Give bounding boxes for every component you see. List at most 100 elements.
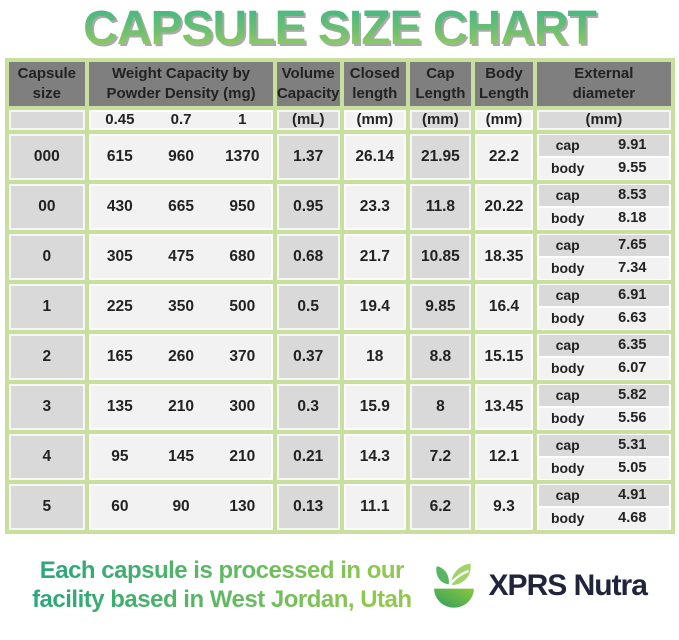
xprs-nutra-logo: XPRS Nutra bbox=[428, 560, 648, 612]
weight-07-value: 350 bbox=[168, 297, 194, 315]
body-length-cell: 12.1 bbox=[470, 429, 538, 484]
cap-label: cap bbox=[555, 337, 580, 354]
external-body-value: 6.07 bbox=[618, 360, 647, 377]
weight-045-value: 60 bbox=[111, 497, 129, 515]
external-body-value: 5.05 bbox=[618, 460, 647, 477]
weight-capacity-cell: 135 210 300 bbox=[85, 379, 277, 434]
weight-1-value: 950 bbox=[229, 197, 256, 215]
header-row: Capsule size Weight Capacity by Powder D… bbox=[4, 57, 675, 110]
weight-1-value: 680 bbox=[229, 247, 256, 265]
cap-length-cell: 21.95 bbox=[406, 129, 475, 184]
external-diameter-body-cell: body 4.68 bbox=[533, 506, 675, 534]
body-label: body bbox=[550, 460, 585, 477]
external-diameter-cap-cell: cap 4.91 bbox=[533, 479, 675, 507]
capsule-size-table: Capsule size Weight Capacity by Powder D… bbox=[4, 57, 675, 534]
weight-07-value: 145 bbox=[168, 447, 194, 465]
weight-07-value: 960 bbox=[168, 147, 194, 165]
external-diameter-body-cell: body 6.07 bbox=[533, 356, 675, 384]
closed-length-cell: 18 bbox=[339, 329, 411, 384]
table-row: 1 225 350 500 0.5 19.4 9.85 16.4 cap 6.9… bbox=[4, 279, 675, 334]
unit-closed: (mm) bbox=[339, 105, 411, 134]
table-row: 00 430 665 950 0.95 23.3 11.8 20.22 cap … bbox=[4, 179, 675, 234]
external-diameter-cap-cell: cap 7.65 bbox=[533, 229, 675, 257]
body-length-cell: 9.3 bbox=[470, 479, 538, 534]
unit-external: (mm) bbox=[533, 105, 675, 134]
body-label: body bbox=[550, 360, 585, 377]
cap-label: cap bbox=[555, 237, 580, 254]
external-body-value: 9.55 bbox=[618, 160, 647, 177]
table-row-body-sub: body 5.56 bbox=[7, 406, 675, 434]
plant-bowl-icon bbox=[433, 563, 474, 608]
cap-label: cap bbox=[555, 387, 580, 404]
volume-capacity-cell: 0.68 bbox=[272, 229, 344, 284]
body-length-cell: 20.22 bbox=[470, 179, 538, 234]
capsule-size-cell: 2 bbox=[4, 329, 90, 384]
volume-capacity-cell: 0.95 bbox=[272, 179, 344, 234]
cap-length-cell: 7.2 bbox=[406, 429, 475, 484]
weight-capacity-cell: 615 960 1370 bbox=[85, 129, 277, 184]
table-row: 5 60 90 130 0.13 11.1 6.2 9.3 cap 4.91 bbox=[4, 479, 675, 534]
weight-1-value: 370 bbox=[229, 347, 256, 365]
header-cap-length: Cap Length bbox=[406, 57, 475, 110]
cap-label: cap bbox=[555, 487, 580, 504]
body-label: body bbox=[550, 160, 585, 177]
page-title: CAPSULE SIZE CHART bbox=[0, 2, 679, 56]
weight-1-value: 1370 bbox=[225, 147, 260, 165]
closed-length-cell: 15.9 bbox=[339, 379, 411, 434]
external-cap-value: 7.65 bbox=[618, 237, 647, 254]
capsule-size-cell: 0 bbox=[4, 229, 90, 284]
unit-cap: (mm) bbox=[406, 105, 475, 134]
unit-capsule-size-empty bbox=[4, 105, 90, 134]
table-row-body-sub: body 4.68 bbox=[7, 506, 675, 534]
external-cap-value: 5.82 bbox=[618, 387, 647, 404]
external-body-value: 4.68 bbox=[618, 510, 647, 527]
footer-tagline-line1: Each capsule is processed in our bbox=[39, 557, 404, 585]
weight-07-value: 210 bbox=[168, 397, 194, 415]
table-row: 000 615 960 1370 1.37 26.14 21.95 22.2 c… bbox=[4, 129, 675, 184]
weight-07-value: 90 bbox=[172, 497, 190, 515]
external-diameter-body-cell: body 5.56 bbox=[533, 406, 675, 434]
weight-045-value: 165 bbox=[106, 347, 133, 365]
units-row: 0.45 0.7 1 (mL) (mm) (mm) (mm) (mm) bbox=[4, 105, 675, 134]
volume-capacity-cell: 0.5 bbox=[272, 279, 344, 334]
closed-length-cell: 11.1 bbox=[339, 479, 411, 534]
weight-045-value: 305 bbox=[106, 247, 133, 265]
weight-07-value: 475 bbox=[168, 247, 194, 265]
closed-length-cell: 26.14 bbox=[339, 129, 411, 184]
table-row: 0 305 475 680 0.68 21.7 10.85 18.35 cap … bbox=[4, 229, 675, 284]
weight-1-value: 210 bbox=[229, 447, 256, 465]
closed-length-cell: 19.4 bbox=[339, 279, 411, 334]
body-length-cell: 16.4 bbox=[470, 279, 538, 334]
external-body-value: 8.18 bbox=[618, 210, 647, 227]
body-label: body bbox=[550, 410, 585, 427]
table-row-body-sub: body 8.18 bbox=[7, 206, 675, 234]
external-cap-value: 6.91 bbox=[618, 287, 647, 304]
density-1: 1 bbox=[238, 111, 247, 129]
external-diameter-body-cell: body 6.63 bbox=[533, 306, 675, 334]
closed-length-cell: 23.3 bbox=[339, 179, 411, 234]
external-diameter-cap-cell: cap 5.31 bbox=[533, 429, 675, 457]
table-body: 000 615 960 1370 1.37 26.14 21.95 22.2 c… bbox=[4, 129, 675, 534]
table-row: 2 165 260 370 0.37 18 8.8 15.15 cap 6.35 bbox=[4, 329, 675, 384]
capsule-size-cell: 5 bbox=[4, 479, 90, 534]
volume-capacity-cell: 0.37 bbox=[272, 329, 344, 384]
cap-length-cell: 10.85 bbox=[406, 229, 475, 284]
table-row-body-sub: body 9.55 bbox=[7, 156, 675, 184]
external-body-value: 7.34 bbox=[618, 260, 647, 277]
table-row: 4 95 145 210 0.21 14.3 7.2 12.1 cap 5.31 bbox=[4, 429, 675, 484]
weight-1-value: 500 bbox=[229, 297, 256, 315]
weight-capacity-cell: 430 665 950 bbox=[85, 179, 277, 234]
volume-capacity-cell: 0.13 bbox=[272, 479, 344, 534]
header-weight-capacity: Weight Capacity by Powder Density (mg) bbox=[85, 57, 277, 110]
external-cap-value: 8.53 bbox=[618, 187, 647, 204]
cap-label: cap bbox=[555, 187, 580, 204]
weight-045-value: 95 bbox=[111, 447, 129, 465]
body-label: body bbox=[550, 260, 585, 277]
header-capsule-size: Capsule size bbox=[4, 57, 90, 110]
external-diameter-body-cell: body 8.18 bbox=[533, 206, 675, 234]
header-volume-capacity: Volume Capacity bbox=[272, 57, 344, 110]
density-07: 0.7 bbox=[170, 111, 192, 129]
external-cap-value: 5.31 bbox=[618, 437, 647, 454]
cap-label: cap bbox=[555, 137, 580, 154]
